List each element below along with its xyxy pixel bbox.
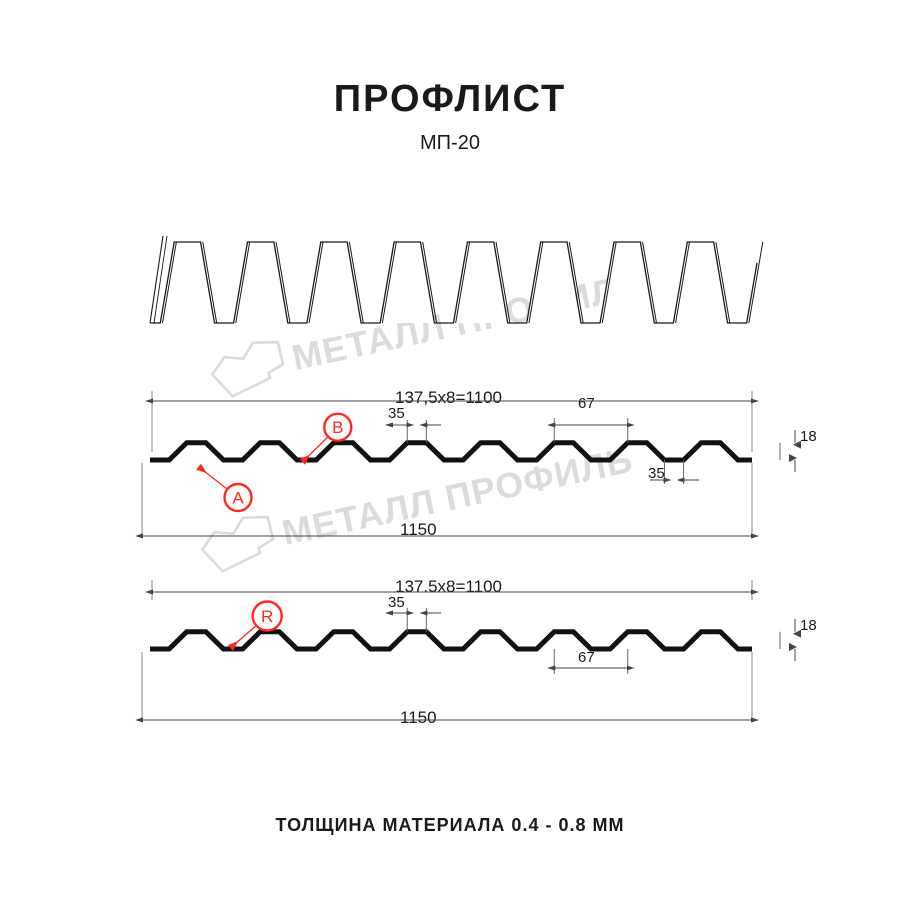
svg-text:R: R xyxy=(261,607,273,626)
svg-text:B: B xyxy=(332,418,343,437)
svg-text:A: A xyxy=(232,488,244,507)
